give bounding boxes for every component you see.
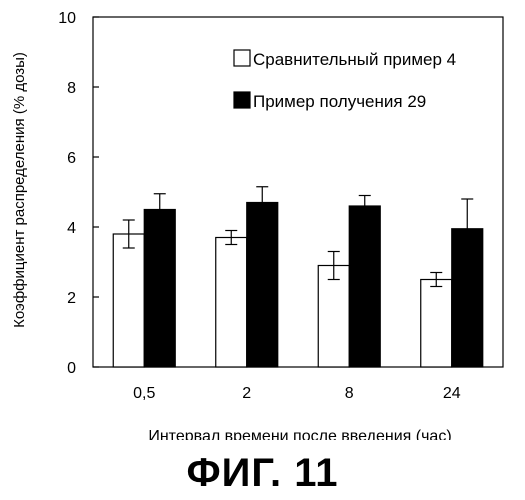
y-tick-label: 4 <box>67 220 76 237</box>
bar <box>421 280 452 368</box>
bar <box>349 206 380 367</box>
y-tick-label: 8 <box>67 80 76 97</box>
y-axis-title-group: Коэффициент распределения (% дозы) <box>11 52 28 328</box>
bar <box>113 234 144 367</box>
y-tick-label: 6 <box>67 150 76 167</box>
legend-label: Пример получения 29 <box>253 92 426 111</box>
x-tick-label: 2 <box>242 385 251 402</box>
plot-area: 02468100,52824Сравнительный пример 4Прим… <box>58 10 503 402</box>
bar <box>216 238 247 368</box>
legend-label: Сравнительный пример 4 <box>253 50 456 69</box>
x-tick-label: 8 <box>345 385 354 402</box>
bar <box>247 203 278 368</box>
legend-swatch <box>234 92 250 108</box>
bar <box>318 266 349 368</box>
x-tick-label: 0,5 <box>133 385 155 402</box>
legend-swatch <box>234 50 250 66</box>
y-tick-label: 2 <box>67 290 76 307</box>
bar <box>144 210 175 368</box>
bar-chart: Коэффициент распределения (% дозы) Интер… <box>0 0 525 440</box>
y-tick-label: 10 <box>58 10 76 27</box>
x-axis-title: Интервал времени после введения (час) <box>148 428 451 440</box>
y-tick-label: 0 <box>67 360 76 377</box>
x-tick-label: 24 <box>443 385 461 402</box>
y-axis-title: Коэффициент распределения (% дозы) <box>11 52 28 328</box>
figure-caption: ФИГ. 11 <box>0 448 525 498</box>
